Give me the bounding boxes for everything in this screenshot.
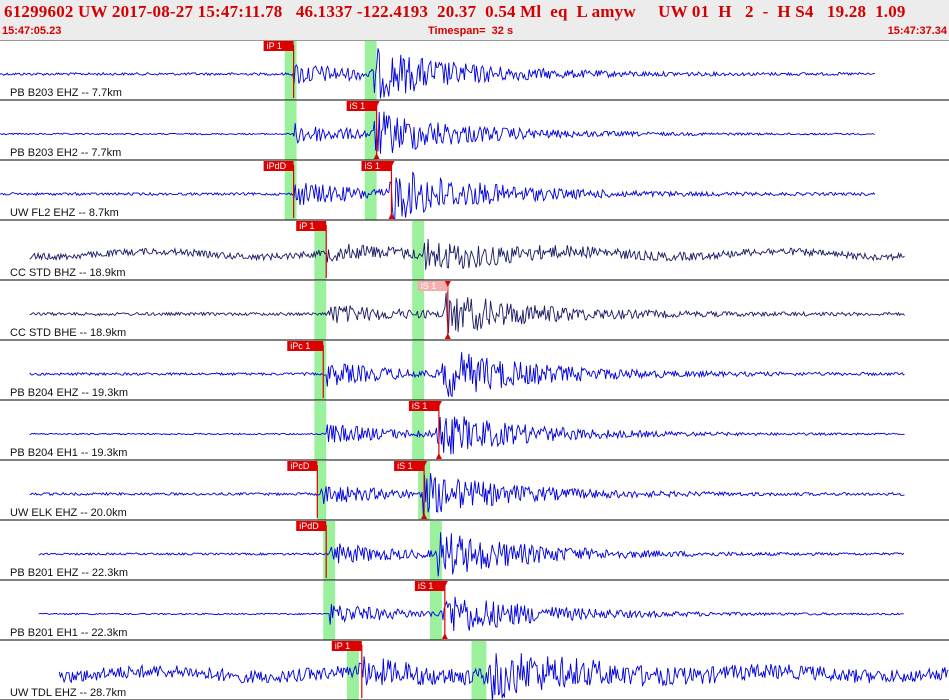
channel-row: iS 1 CC STD BHE -- 18.9km bbox=[0, 281, 949, 341]
p-window bbox=[314, 281, 327, 340]
channel-label: UW ELK EHZ -- 20.0km bbox=[10, 507, 127, 519]
waveform-trace bbox=[38, 532, 905, 577]
waveform-trace bbox=[29, 238, 905, 270]
pick-flag bbox=[414, 581, 445, 591]
pick-triangle bbox=[388, 213, 395, 219]
pick-label: iPdD bbox=[267, 161, 287, 171]
s-window bbox=[412, 221, 425, 280]
s-window bbox=[364, 161, 377, 220]
waveform-trace bbox=[29, 472, 905, 516]
pick-flag bbox=[296, 221, 327, 231]
pick-triangle bbox=[388, 161, 395, 167]
channel-label: UW TDL EHZ -- 28.7km bbox=[10, 687, 126, 699]
pick-flag bbox=[263, 161, 294, 171]
p-window bbox=[346, 641, 359, 700]
pick-label: iP 1 bbox=[299, 221, 314, 231]
p-window bbox=[323, 521, 336, 580]
pick-flag bbox=[408, 401, 439, 411]
p-window bbox=[314, 221, 327, 280]
s-window bbox=[364, 101, 377, 160]
pick-triangle bbox=[441, 581, 448, 587]
s-window bbox=[412, 341, 425, 400]
s-window bbox=[412, 281, 425, 340]
channel-label: PB B203 EH2 -- 7.7km bbox=[10, 147, 121, 159]
channel-label: PB B204 EH1 -- 19.3km bbox=[10, 447, 127, 459]
timespan-label: Timespan= 32 s bbox=[428, 25, 514, 37]
pick-label: iS 1 bbox=[412, 401, 428, 411]
p-window bbox=[284, 41, 297, 100]
p-window bbox=[284, 101, 297, 160]
channel-row: iPdD iS 1 UW FL2 EHZ -- 8.7km bbox=[0, 161, 949, 221]
end-time: 15:47:37.34 bbox=[887, 25, 947, 37]
header-bar: 61299602 UW 2017-08-27 15:47:11.78 46.13… bbox=[0, 0, 949, 41]
pick-label: iS 1 bbox=[364, 161, 380, 171]
pick-flag bbox=[287, 461, 318, 471]
channel-label: PB B201 EH1 -- 22.3km bbox=[10, 627, 127, 639]
event-title: 61299602 UW 2017-08-27 15:47:11.78 46.13… bbox=[4, 2, 906, 21]
waveform-trace bbox=[29, 292, 905, 334]
pick-flag bbox=[296, 521, 327, 531]
p-window bbox=[314, 401, 327, 460]
waveform-trace bbox=[0, 111, 875, 154]
p-window bbox=[323, 581, 336, 640]
channel-label: PB B201 EHZ -- 22.3km bbox=[10, 567, 128, 579]
pick-flag bbox=[346, 101, 377, 111]
pick-flag bbox=[361, 161, 392, 171]
pick-label: iS 1 bbox=[397, 461, 413, 471]
channel-row: iPcD iS 1 UW ELK EHZ -- 20.0km bbox=[0, 461, 949, 521]
s-window bbox=[430, 581, 442, 640]
channel-row: iP 1 PB B203 EHZ -- 7.7km bbox=[0, 41, 949, 101]
waveform-trace bbox=[29, 416, 905, 455]
pick-flag bbox=[287, 341, 324, 351]
channel-row: iP 1 UW TDL EHZ -- 28.7km bbox=[0, 641, 949, 700]
pick-label: iPdD bbox=[299, 521, 319, 531]
pick-triangle bbox=[435, 401, 442, 407]
pick-flag bbox=[394, 461, 425, 471]
pick-flag bbox=[331, 641, 362, 651]
pick-label: iS 1 bbox=[421, 281, 437, 291]
pick-label: iS 1 bbox=[418, 581, 434, 591]
pick-flag bbox=[263, 41, 294, 51]
channel-label: CC STD BHE -- 18.9km bbox=[10, 327, 126, 339]
p-window bbox=[314, 341, 327, 400]
pick-triangle bbox=[373, 101, 380, 107]
pick-label: iPcD bbox=[290, 461, 310, 471]
pick-label: iS 1 bbox=[350, 101, 366, 111]
start-time: 15:47:05.23 bbox=[2, 25, 62, 37]
waveform-trace bbox=[0, 171, 876, 220]
s-window bbox=[364, 41, 377, 100]
channel-label: CC STD BHZ -- 18.9km bbox=[10, 267, 126, 279]
pick-triangle bbox=[444, 281, 451, 287]
channel-row: iPc 1 PB B204 EHZ -- 19.3km bbox=[0, 341, 949, 401]
pick-triangle bbox=[421, 461, 428, 467]
channel-label: UW FL2 EHZ -- 8.7km bbox=[10, 207, 119, 219]
pick-triangle bbox=[373, 153, 380, 159]
channel-row: iPdD PB B201 EHZ -- 22.3km bbox=[0, 521, 949, 581]
pick-label: iPc 1 bbox=[290, 341, 310, 351]
pick-label: iP 1 bbox=[335, 641, 350, 651]
pick-triangle bbox=[421, 513, 428, 519]
channel-label: PB B204 EHZ -- 19.3km bbox=[10, 387, 128, 399]
channel-row: iS 1 PB B203 EH2 -- 7.7km bbox=[0, 101, 949, 161]
waveform-trace bbox=[29, 352, 905, 398]
pick-triangle bbox=[441, 633, 448, 639]
waveform-trace bbox=[0, 48, 875, 99]
channel-row: iS 1 PB B204 EH1 -- 19.3km bbox=[0, 401, 949, 461]
pick-flag bbox=[417, 281, 448, 291]
p-window bbox=[284, 161, 297, 220]
pick-triangle bbox=[435, 453, 442, 459]
waveform-trace bbox=[58, 653, 949, 700]
pick-label: iP 1 bbox=[267, 41, 282, 51]
s-window bbox=[412, 401, 425, 460]
pick-triangle bbox=[444, 333, 451, 339]
channel-row: iP 1 CC STD BHZ -- 18.9km bbox=[0, 221, 949, 281]
channel-row: iS 1 PB B201 EH1 -- 22.3km bbox=[0, 581, 949, 641]
waveform-trace bbox=[38, 596, 904, 632]
seismogram-panel[interactable]: iP 1 PB B203 EHZ -- 7.7km iS 1 PB B203 EH2 … bbox=[0, 40, 949, 700]
channel-label: PB B203 EHZ -- 7.7km bbox=[10, 87, 122, 99]
